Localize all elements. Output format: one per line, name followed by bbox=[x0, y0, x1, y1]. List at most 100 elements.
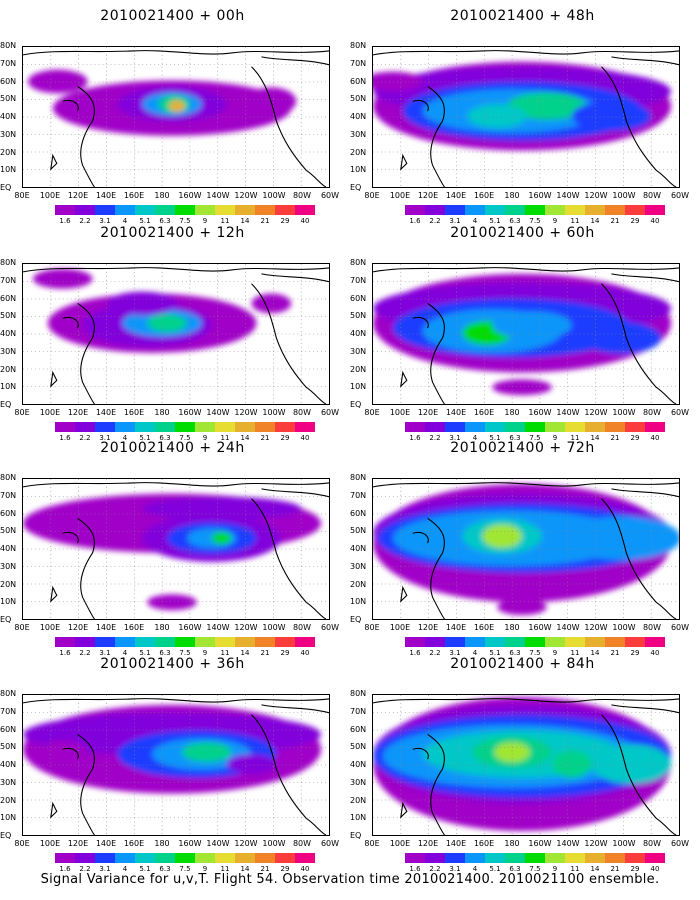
lon-label: 160E bbox=[473, 839, 495, 848]
variance-map bbox=[22, 46, 330, 188]
coastline bbox=[427, 85, 445, 187]
colorbar-swatch bbox=[255, 853, 275, 863]
colorbar-swatch bbox=[55, 205, 75, 215]
variance-contour bbox=[571, 101, 652, 131]
colorbar-label: 1.6 bbox=[59, 865, 71, 873]
colorbar-swatch bbox=[195, 637, 215, 647]
colorbar-label: 1.6 bbox=[59, 649, 71, 657]
colorbar-swatch bbox=[625, 637, 645, 647]
lon-label: 160E bbox=[123, 191, 145, 200]
lat-label: EQ bbox=[350, 831, 362, 840]
coastline bbox=[412, 531, 429, 544]
lat-label: 50N bbox=[0, 526, 17, 536]
variance-contour bbox=[373, 71, 423, 92]
colorbar-swatch bbox=[605, 205, 625, 215]
lon-label: 80W bbox=[642, 623, 662, 632]
colorbar-swatch bbox=[135, 853, 155, 863]
lon-label: 140W bbox=[206, 408, 230, 417]
colorbar-label: 5.1 bbox=[139, 865, 151, 873]
lat-label: 50N bbox=[350, 742, 367, 752]
variance-field bbox=[23, 264, 329, 404]
lon-label: 100E bbox=[389, 623, 411, 632]
lat-label: 50N bbox=[350, 526, 367, 536]
coastline bbox=[601, 66, 677, 187]
lon-label: 120E bbox=[67, 623, 89, 632]
colorbar-label: 1.6 bbox=[59, 434, 71, 442]
lon-label: 100W bbox=[262, 408, 286, 417]
lon-label: 160W bbox=[528, 408, 552, 417]
variance-contour bbox=[581, 322, 662, 354]
colorbar-swatch bbox=[155, 853, 175, 863]
colorbar-label: 7.5 bbox=[529, 217, 541, 225]
colorbar-label: 7.5 bbox=[529, 865, 541, 873]
map-panel: 2010021400 + 12h 80N 70N 60N 50N 40N 30N 20N 10N… bbox=[0, 225, 345, 442]
lon-label: 180 bbox=[504, 408, 520, 417]
colorbar-label: 21 bbox=[260, 434, 270, 442]
colorbar-swatch bbox=[605, 853, 625, 863]
lat-label: 40N bbox=[0, 329, 17, 338]
colorbar-swatch bbox=[75, 422, 95, 432]
coastline bbox=[50, 801, 58, 819]
coastline bbox=[77, 517, 95, 619]
variance-field bbox=[373, 695, 679, 835]
lon-label: 160W bbox=[528, 839, 552, 848]
colorbar-label: 40 bbox=[300, 649, 310, 657]
lon-label: 120E bbox=[67, 191, 89, 200]
colorbar-label: 4 bbox=[472, 434, 478, 442]
lat-label: 20N bbox=[350, 795, 367, 805]
colorbar-swatch bbox=[215, 205, 235, 215]
lat-label: 40N bbox=[0, 544, 17, 553]
colorbar-swatch bbox=[565, 422, 585, 432]
colorbar-swatch bbox=[585, 637, 605, 647]
coastline bbox=[251, 498, 327, 619]
lat-label: 80N bbox=[0, 689, 17, 698]
lon-label: 80E bbox=[364, 623, 380, 632]
lon-label: 80W bbox=[642, 839, 662, 848]
colorbar-swatch bbox=[55, 422, 75, 432]
lon-label: 180 bbox=[504, 623, 520, 632]
coastline bbox=[611, 704, 679, 714]
variance-contour bbox=[147, 594, 197, 611]
colorbar-label: 14 bbox=[590, 649, 600, 657]
variance-contour bbox=[507, 92, 587, 120]
lon-label: 100E bbox=[389, 408, 411, 417]
colorbar-label: 5.1 bbox=[489, 434, 501, 442]
lat-label: 70N bbox=[0, 58, 17, 68]
colorbar-label: 5.1 bbox=[489, 649, 501, 657]
coastline bbox=[251, 283, 327, 404]
colorbar-label: 40 bbox=[650, 434, 660, 442]
lat-label: 70N bbox=[350, 490, 367, 500]
colorbar-swatch bbox=[235, 422, 255, 432]
map-panel: 2010021400 + 00h 80N 70N 60N 50N 40N 30N 20N 10N… bbox=[0, 8, 345, 225]
lat-label: 30N bbox=[350, 777, 367, 787]
colorbar-label: 6.3 bbox=[159, 434, 171, 442]
colorbar-label: 7.5 bbox=[179, 865, 191, 873]
lon-label: 140W bbox=[556, 839, 580, 848]
variance-contour bbox=[27, 69, 88, 94]
lon-label: 140W bbox=[556, 191, 580, 200]
lon-label: 180 bbox=[154, 623, 170, 632]
panel-title: 2010021400 + 48h bbox=[450, 8, 595, 24]
lat-label: EQ bbox=[350, 183, 362, 192]
colorbar-swatch bbox=[405, 637, 425, 647]
colorbar-swatch bbox=[545, 637, 565, 647]
coastline bbox=[62, 316, 79, 329]
colorbar bbox=[405, 422, 665, 432]
lon-label: 100W bbox=[262, 191, 286, 200]
lon-label: 160W bbox=[528, 191, 552, 200]
colorbar-label: 5.1 bbox=[139, 217, 151, 225]
colorbar-label: 29 bbox=[280, 434, 290, 442]
colorbar-label: 40 bbox=[650, 649, 660, 657]
colorbar-swatch bbox=[275, 205, 295, 215]
lat-label: EQ bbox=[0, 400, 12, 409]
lon-label: 80E bbox=[14, 623, 30, 632]
colorbar-label: 7.5 bbox=[529, 434, 541, 442]
colorbar-swatch bbox=[195, 422, 215, 432]
variance-contour bbox=[32, 268, 93, 289]
colorbar-label: 9 bbox=[202, 865, 208, 873]
colorbar-label: 11 bbox=[570, 434, 580, 442]
variance-contour bbox=[502, 815, 542, 832]
coastline bbox=[23, 482, 329, 488]
lat-label: 20N bbox=[350, 579, 367, 589]
lat-label: 60N bbox=[0, 508, 17, 518]
